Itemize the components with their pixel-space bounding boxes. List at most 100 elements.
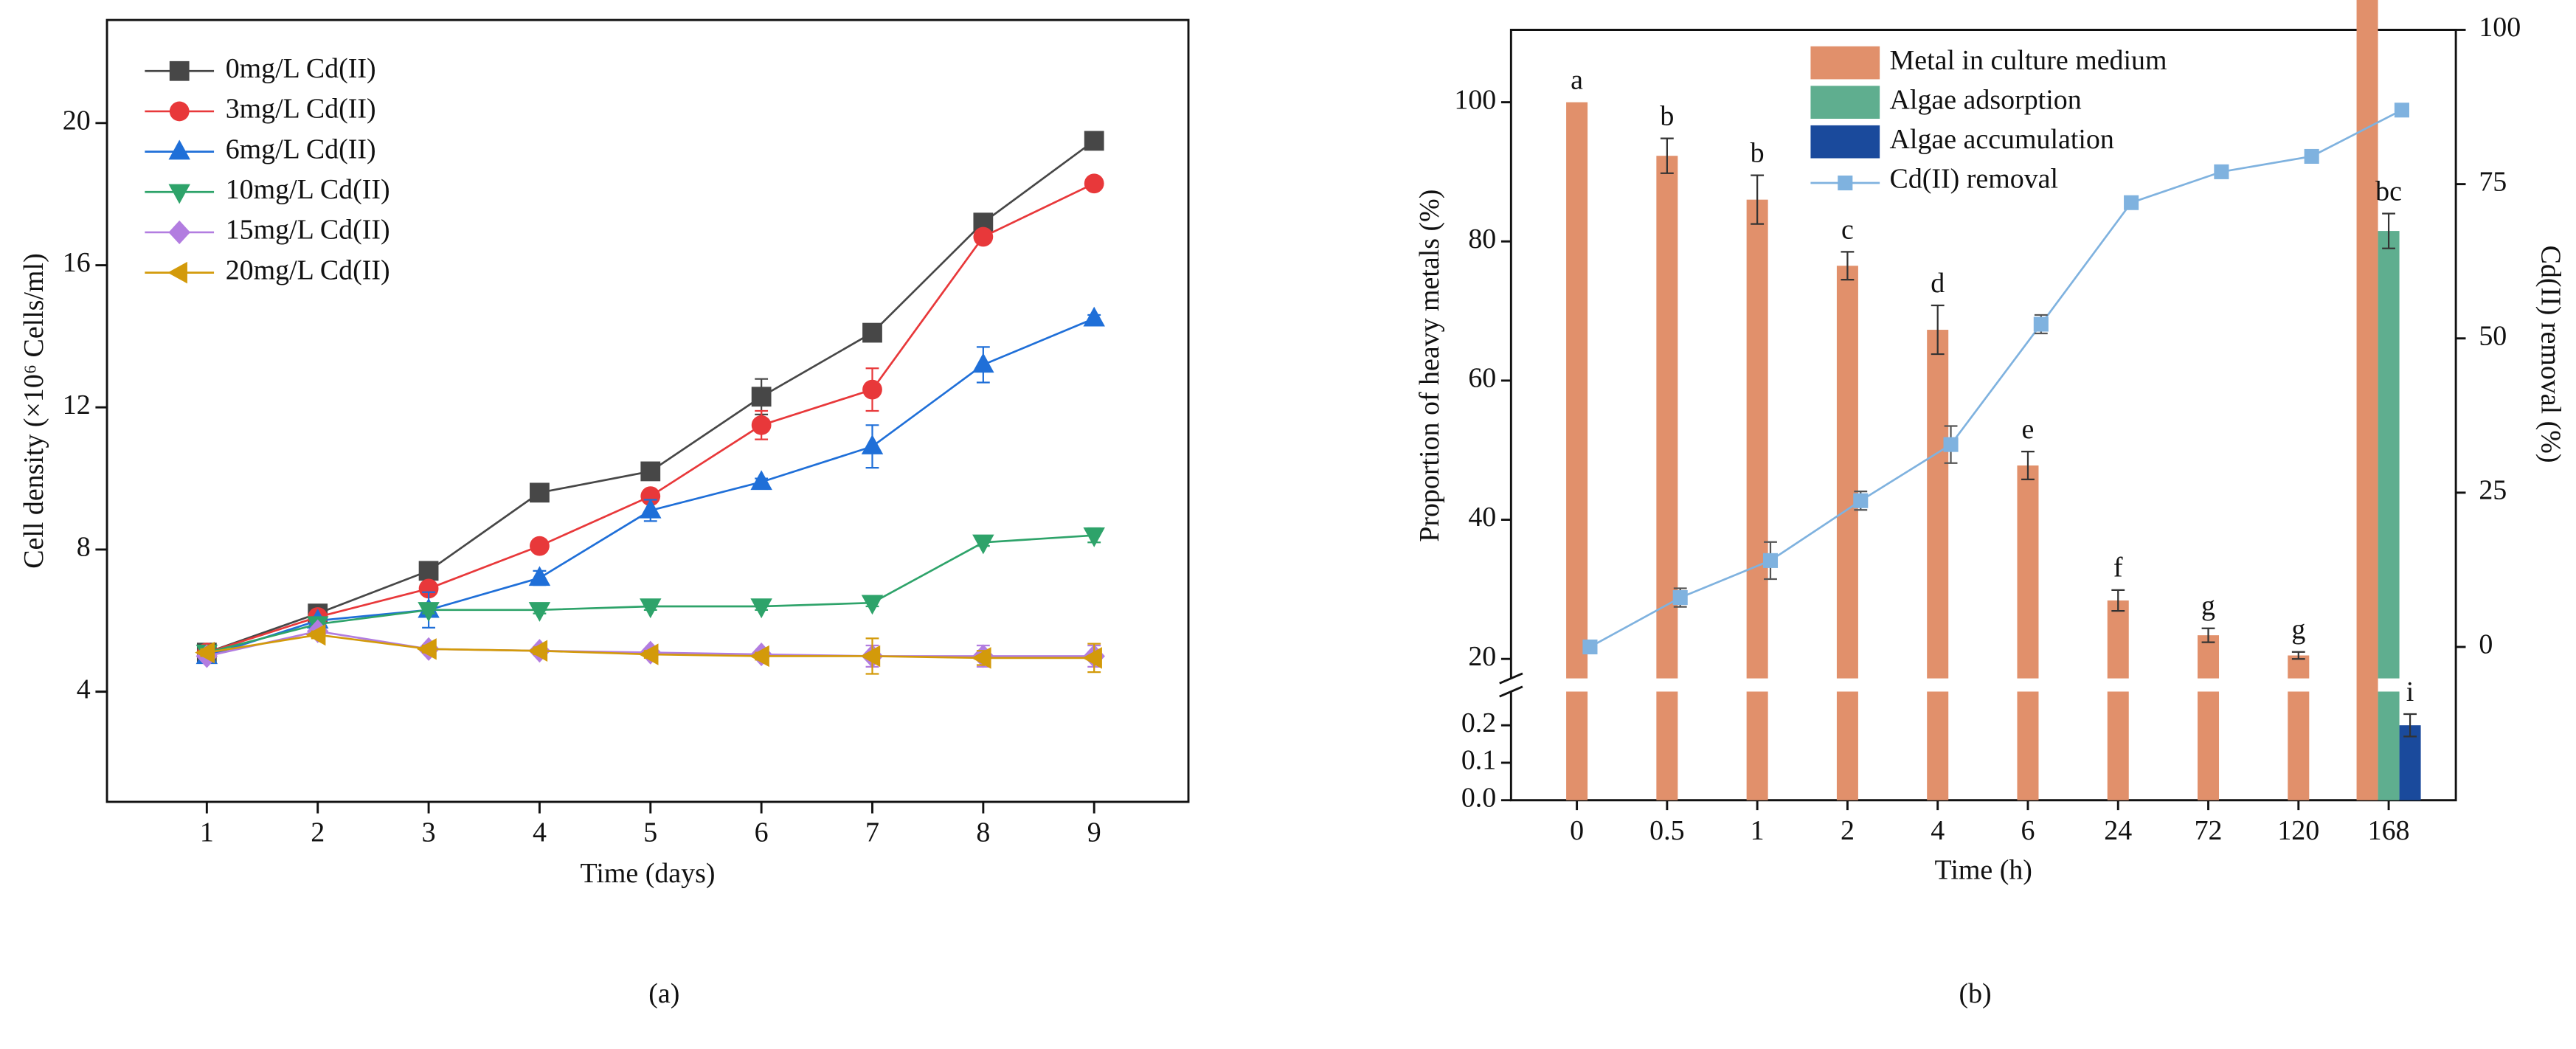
marker bbox=[2214, 164, 2229, 179]
marker bbox=[751, 387, 772, 407]
x-tick-label: 6 bbox=[2021, 815, 2035, 846]
marker bbox=[749, 645, 769, 668]
marker bbox=[305, 623, 326, 646]
legend-label: Algae adsorption bbox=[1890, 84, 2082, 115]
x-tick-label: 2 bbox=[311, 817, 325, 848]
y-tick-label: 0.0 bbox=[1461, 782, 1496, 813]
bar bbox=[2107, 691, 2129, 800]
marker bbox=[168, 220, 190, 245]
marker bbox=[2033, 316, 2049, 332]
plot-frame bbox=[105, 18, 1190, 803]
marker bbox=[528, 566, 551, 586]
significance-letter: a bbox=[1571, 65, 1583, 96]
marker bbox=[195, 641, 215, 664]
caption: (b) bbox=[1959, 978, 1991, 1009]
y-axis-label: Cell density (×10⁶ Cells/ml) bbox=[18, 253, 49, 569]
x-tick-label: 0.5 bbox=[1649, 815, 1684, 846]
marker bbox=[1838, 175, 1853, 191]
marker bbox=[862, 379, 882, 400]
bar bbox=[2017, 465, 2039, 679]
x-tick-label: 1 bbox=[1751, 815, 1765, 846]
legend-label: 6mg/L Cd(II) bbox=[226, 134, 376, 165]
bar bbox=[2107, 600, 2129, 679]
bar bbox=[2288, 691, 2310, 800]
marker bbox=[417, 638, 437, 660]
marker bbox=[169, 101, 190, 122]
series-line bbox=[206, 182, 1095, 654]
y-tick-label: 16 bbox=[63, 247, 91, 278]
series-line bbox=[1589, 109, 2403, 648]
marker bbox=[640, 598, 662, 619]
x-tick-label: 24 bbox=[2104, 815, 2132, 846]
marker bbox=[1083, 306, 1105, 327]
marker bbox=[1582, 639, 1598, 655]
marker bbox=[860, 645, 881, 668]
significance-letter: bc bbox=[2375, 176, 2402, 207]
marker bbox=[168, 184, 190, 204]
x-tick-label: 120 bbox=[2277, 815, 2319, 846]
marker bbox=[1083, 527, 1105, 547]
marker bbox=[640, 486, 661, 507]
bar bbox=[2378, 691, 2400, 800]
bar bbox=[1836, 266, 1858, 679]
marker bbox=[862, 322, 882, 343]
marker bbox=[751, 415, 772, 435]
bar bbox=[1927, 330, 1949, 679]
marker bbox=[972, 534, 994, 555]
y2-axis-label: Cd(II) removal (%) bbox=[2535, 246, 2566, 463]
x-axis-label: Time (days) bbox=[581, 858, 716, 889]
y-axis-label: Proportion of heavy metals (%) bbox=[1414, 190, 1445, 542]
marker bbox=[418, 578, 439, 599]
marker bbox=[527, 640, 548, 662]
x-axis-label: Time (h) bbox=[1935, 855, 2032, 886]
significance-letter: b bbox=[1660, 101, 1674, 132]
x-tick-label: 6 bbox=[755, 817, 769, 848]
marker bbox=[972, 353, 994, 373]
y2-tick-label: 50 bbox=[2479, 320, 2507, 351]
y-tick-label: 80 bbox=[1468, 224, 1496, 255]
significance-letter: c bbox=[1841, 214, 1854, 245]
bar bbox=[2017, 691, 2039, 800]
marker bbox=[1082, 647, 1102, 669]
significance-letter: b bbox=[1751, 138, 1765, 169]
axis-frame bbox=[1509, 29, 2457, 802]
y2-tick-label: 0 bbox=[2479, 629, 2493, 660]
legend-label: Metal in culture medium bbox=[1890, 45, 2167, 76]
axis-break bbox=[1498, 678, 1525, 692]
x-tick-label: 4 bbox=[1931, 815, 1945, 846]
marker bbox=[418, 602, 440, 622]
marker bbox=[640, 461, 661, 482]
y2-tick-label: 100 bbox=[2479, 12, 2521, 43]
legend-label: 15mg/L Cd(II) bbox=[226, 215, 390, 246]
y-tick-label: 0.2 bbox=[1461, 707, 1496, 738]
marker bbox=[1853, 493, 1869, 508]
legend-label: 0mg/L Cd(II) bbox=[226, 53, 376, 84]
caption: (a) bbox=[648, 978, 679, 1009]
x-tick-label: 5 bbox=[643, 817, 657, 848]
x-tick-label: 1 bbox=[200, 817, 214, 848]
legend-swatch bbox=[1810, 86, 1880, 119]
bar bbox=[1566, 691, 1588, 800]
marker bbox=[530, 482, 550, 503]
legend-label: 20mg/L Cd(II) bbox=[226, 255, 390, 285]
marker bbox=[528, 602, 551, 622]
break-mark bbox=[1499, 672, 1523, 685]
legend-label: Algae accumulation bbox=[1890, 124, 2114, 155]
y-tick-label: 8 bbox=[77, 532, 91, 563]
marker bbox=[167, 261, 187, 284]
x-tick-label: 72 bbox=[2195, 815, 2223, 846]
marker bbox=[1943, 437, 1959, 452]
y-tick-label: 20 bbox=[1468, 641, 1496, 672]
x-tick-label: 8 bbox=[976, 817, 990, 848]
marker bbox=[1762, 553, 1779, 568]
marker bbox=[2394, 103, 2409, 118]
y2-tick-label: 25 bbox=[2479, 475, 2507, 506]
x-tick-label: 3 bbox=[422, 817, 436, 848]
significance-letter: g bbox=[2291, 614, 2305, 645]
y-tick-label: 20 bbox=[63, 105, 91, 136]
legend-label: Cd(II) removal bbox=[1890, 163, 2059, 194]
bar bbox=[1746, 691, 1768, 800]
marker bbox=[1084, 131, 1104, 151]
